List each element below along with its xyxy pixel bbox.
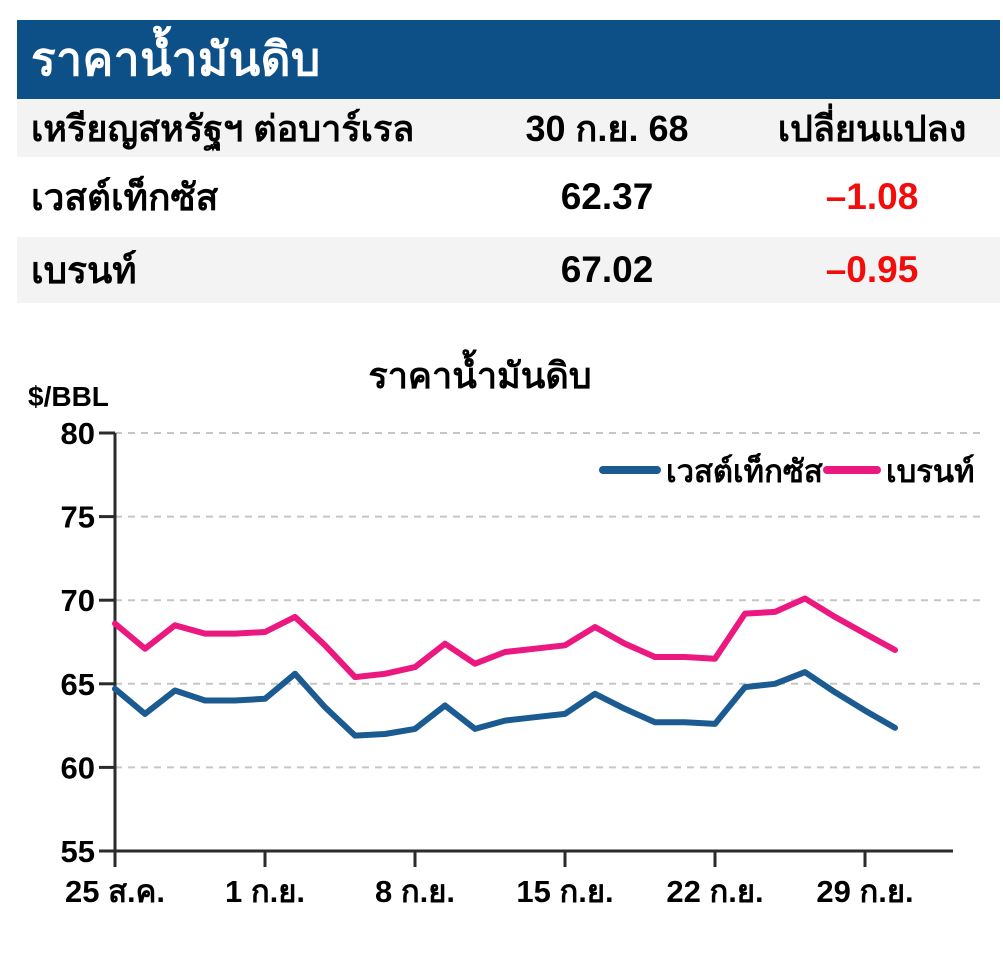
y-tick-label: 65	[61, 667, 95, 702]
y-tick-label: 70	[61, 583, 95, 618]
change-value: –1.08	[825, 176, 919, 217]
y-tick-label: 60	[61, 750, 95, 785]
chart-title: ราคาน้ำมันดิบ	[368, 349, 591, 396]
legend-label-1: เบรนท์	[886, 454, 975, 489]
crude-oil-price-line-chart: ราคาน้ำมันดิบ $/BBL 80 75 70 65 60 55 25 ส.ค. 1 ก…	[28, 349, 985, 909]
table-header-row: เหรียญสหรัฐฯ ต่อบาร์เรล 30 ก.ย. 68 เปลี่…	[17, 99, 1000, 157]
page-title-bar: ราคาน้ำมันดิบ	[17, 20, 1000, 99]
x-tick-label: 15 ก.ย.	[516, 874, 613, 909]
y-tick-label: 75	[61, 500, 95, 535]
table-row-west-texas: เวสต์เท็กซัส 62.37 –1.08	[17, 157, 1000, 237]
page-title: ราคาน้ำมันดิบ	[31, 33, 321, 85]
price-value: 67.02	[560, 249, 654, 290]
series-line-1	[112, 595, 898, 681]
x-tick-label: 25 ส.ค.	[65, 874, 165, 909]
table-row-brent: เบรนท์ 67.02 –0.95	[17, 237, 1000, 303]
x-tick-label: 29 ก.ย.	[816, 874, 913, 909]
x-tick-label: 22 ก.ย.	[666, 874, 763, 909]
series-name-label: เวสต์เท็กซัส	[31, 176, 219, 218]
x-tick-label: 1 ก.ย.	[225, 874, 305, 909]
legend-label-0: เวสต์เท็กซัส	[666, 452, 823, 489]
series-name-label: เบรนท์	[31, 249, 137, 291]
change-column-header: เปลี่ยนแปลง	[777, 107, 967, 149]
price-value: 62.37	[560, 176, 654, 217]
y-tick-label: 55	[61, 834, 95, 869]
unit-column-header: เหรียญสหรัฐฯ ต่อบาร์เรล	[31, 107, 415, 149]
series-line-0	[112, 669, 898, 739]
y-axis-unit-label: $/BBL	[28, 381, 109, 412]
y-tick-label: 80	[61, 416, 95, 451]
x-tick-label: 8 ก.ย.	[375, 874, 455, 909]
date-column-header: 30 ก.ย. 68	[525, 107, 689, 149]
change-value: –0.95	[825, 249, 919, 290]
